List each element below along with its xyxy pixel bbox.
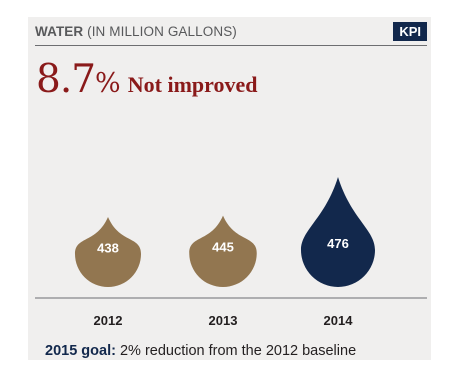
value-label-2013: 445 xyxy=(212,240,234,255)
goal-note: 2015 goal: 2% reduction from the 2012 ba… xyxy=(45,343,356,359)
value-label-2012: 438 xyxy=(97,240,119,255)
chart-title: WATER (IN MILLION GALLONS) xyxy=(35,24,237,39)
title-rest: (IN MILLION GALLONS) xyxy=(87,24,237,39)
x-tick-label-2012: 2012 xyxy=(94,313,123,328)
headline-unit: % xyxy=(95,68,121,99)
kpi-card: WATER (IN MILLION GALLONS) KPI 8.7% Not … xyxy=(28,17,431,360)
chart-marks: 438 2012 445 2013 476 2014 xyxy=(75,177,375,328)
title-bold: WATER xyxy=(35,24,84,39)
drop-2014 xyxy=(301,177,375,287)
title-divider xyxy=(35,45,427,46)
drop-chart: 438 2012 445 2013 476 2014 xyxy=(35,177,427,328)
drop-2013 xyxy=(189,215,257,287)
x-tick-label-2014: 2014 xyxy=(324,313,354,328)
goal-text: 2% reduction from the 2012 baseline xyxy=(119,343,357,359)
value-label-2014: 476 xyxy=(327,236,349,251)
drop-2012 xyxy=(75,217,141,287)
x-tick-label-2013: 2013 xyxy=(209,313,238,328)
headline: 8.7% Not improved xyxy=(36,57,258,102)
headline-value: 8.7 xyxy=(36,57,96,102)
goal-label: 2015 goal: xyxy=(45,343,116,359)
headline-status: Not improved xyxy=(127,72,258,97)
kpi-badge: KPI xyxy=(393,22,427,41)
